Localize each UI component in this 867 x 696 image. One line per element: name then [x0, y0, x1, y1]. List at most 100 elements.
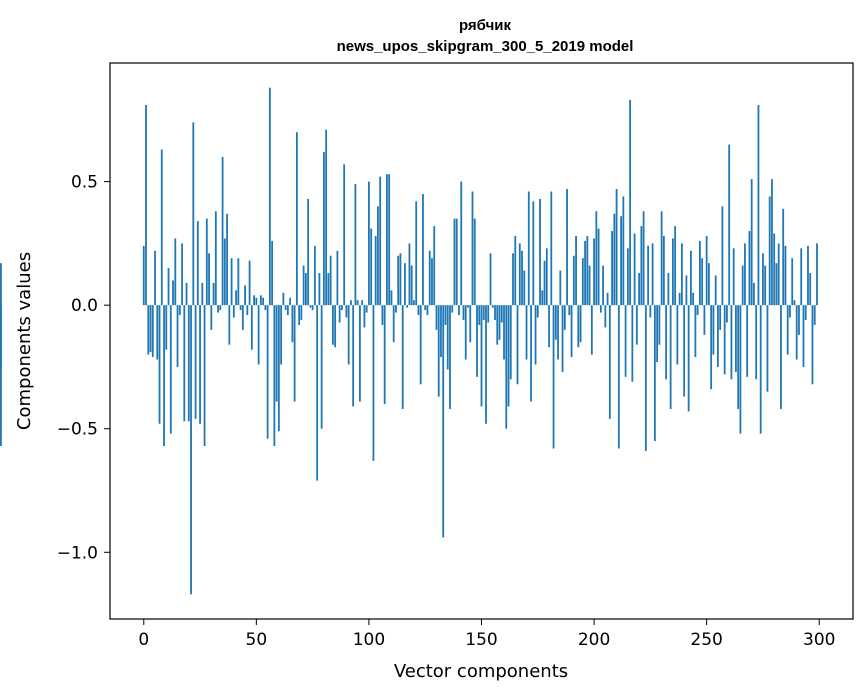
bar-195 [581, 258, 584, 306]
bar-269 [748, 231, 751, 306]
bar-191 [572, 255, 575, 306]
bar-36 [223, 238, 226, 306]
y-axis-ticks: −1.0 −0.5 0.0 0.5 [57, 173, 110, 563]
x-axis-label: Vector components [394, 661, 568, 682]
bar-275 [762, 253, 764, 306]
bar-166 [516, 305, 519, 385]
bar-1 [145, 105, 147, 306]
bar-179 [545, 248, 548, 306]
bar-5 [154, 250, 156, 306]
bar-222 [642, 211, 645, 306]
bar-28 [205, 218, 208, 306]
bar-151 [482, 305, 485, 320]
bar-210 [615, 189, 618, 306]
bar-211 [617, 305, 620, 449]
bar-73 [307, 198, 310, 306]
bar-14 [174, 238, 177, 306]
bar-248 [701, 258, 704, 306]
bar-22 [192, 122, 195, 306]
bar-106 [381, 305, 384, 325]
bar-85 [334, 305, 337, 348]
bar-181 [550, 191, 553, 306]
bar-290 [795, 305, 798, 360]
bar-140 [458, 305, 460, 316]
x-tick-label: 0 [138, 630, 149, 650]
bar-103 [374, 235, 377, 306]
bar-296 [809, 273, 812, 306]
bar-2 [147, 305, 150, 355]
bar-186 [561, 305, 564, 372]
bar-87 [338, 305, 341, 323]
bar-40 [232, 305, 235, 318]
bar-39 [230, 258, 233, 306]
y-tick-label: −0.5 [57, 420, 98, 440]
bar-42 [237, 258, 240, 306]
bar-23 [194, 305, 197, 419]
bar-54 [264, 305, 267, 311]
bar-234 [669, 305, 672, 409]
bar-32 [214, 211, 217, 306]
bar-284 [782, 208, 785, 306]
bar-127 [428, 250, 431, 306]
bar-206 [606, 292, 609, 306]
bar-262 [732, 248, 735, 306]
bar-102 [372, 305, 375, 461]
bar-154 [489, 253, 492, 306]
bar-242 [687, 305, 690, 412]
bar-38 [228, 305, 231, 345]
bar-149 [478, 305, 481, 325]
bar-59 [275, 305, 278, 402]
bar-80 [322, 151, 325, 306]
bar-56 [268, 87, 271, 306]
bar-123 [419, 305, 422, 385]
bar-228 [656, 305, 659, 363]
bar-268 [746, 305, 749, 377]
bar-165 [514, 235, 517, 306]
bar-230 [660, 211, 663, 306]
bar-238 [678, 292, 681, 306]
bar-129 [433, 226, 436, 306]
bar-117 [406, 305, 409, 308]
bar-150 [480, 305, 483, 407]
bar-100 [368, 181, 370, 306]
bar-16 [178, 305, 181, 316]
bar-265 [739, 305, 742, 434]
bar-50 [255, 297, 258, 306]
bar-209 [613, 213, 616, 306]
bar-157 [496, 305, 499, 345]
chart-title: рябчик [459, 17, 512, 34]
bar-86 [336, 250, 339, 306]
bar-132 [440, 305, 442, 358]
x-tick-label: 200 [578, 630, 610, 650]
bar-224 [647, 245, 650, 306]
bar-94 [354, 184, 357, 306]
bar-260 [728, 144, 731, 306]
bar-142 [462, 305, 465, 320]
y-tick-label: 0.0 [71, 296, 98, 316]
bar-72 [304, 273, 307, 306]
bar-65 [289, 297, 292, 306]
bar-48 [250, 305, 253, 350]
bar-257 [721, 206, 724, 306]
bar-162 [507, 305, 510, 407]
bar-223 [644, 305, 647, 451]
bar-198 [588, 265, 591, 306]
bar-173 [532, 201, 535, 306]
bar-202 [597, 228, 600, 306]
bar-46 [246, 305, 249, 316]
bar-95 [356, 300, 359, 306]
bar-0 [142, 245, 145, 306]
bar-286 [786, 305, 789, 355]
bar-144 [467, 305, 469, 308]
bar-60 [277, 305, 280, 432]
bar-214 [624, 305, 627, 377]
bar-90 [345, 305, 348, 318]
bar-12 [169, 305, 172, 434]
bar-141 [460, 181, 463, 306]
bar-170 [525, 305, 528, 360]
bar-187 [563, 305, 566, 330]
bar-218 [633, 233, 636, 306]
bar-51 [257, 305, 260, 365]
bar-213 [622, 196, 625, 306]
bar-203 [599, 305, 602, 313]
